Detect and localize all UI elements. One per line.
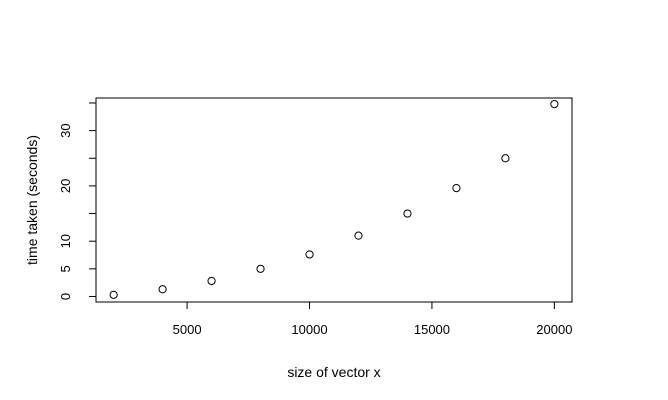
data-point [207, 276, 216, 286]
x-tick-label: 5000 [173, 322, 202, 337]
y-tick-label: 0 [58, 293, 73, 300]
x-tick-label: 15000 [414, 322, 450, 337]
data-point [305, 250, 314, 259]
data-point [403, 209, 412, 218]
data-point [452, 184, 461, 193]
y-axis-title: time taken (seconds) [24, 135, 40, 265]
x-tick-label: 10000 [291, 322, 327, 337]
y-tick-label: 5 [58, 265, 73, 272]
data-point [256, 264, 265, 273]
x-tick-label: 20000 [536, 322, 572, 337]
x-axis-title: size of vector x [287, 364, 380, 380]
plot-frame [95, 97, 573, 303]
data-point [109, 290, 118, 299]
data-point [354, 231, 363, 240]
data-point [501, 154, 510, 163]
data-point [550, 99, 559, 109]
y-tick-label: 20 [58, 179, 73, 193]
y-axis: 0 5 10 20 30 [58, 102, 97, 300]
data-points [109, 99, 559, 299]
y-tick-label: 30 [58, 123, 73, 137]
y-tick-label: 10 [58, 234, 73, 248]
data-point [158, 285, 167, 294]
x-axis: 5000 10000 15000 20000 [173, 301, 572, 337]
